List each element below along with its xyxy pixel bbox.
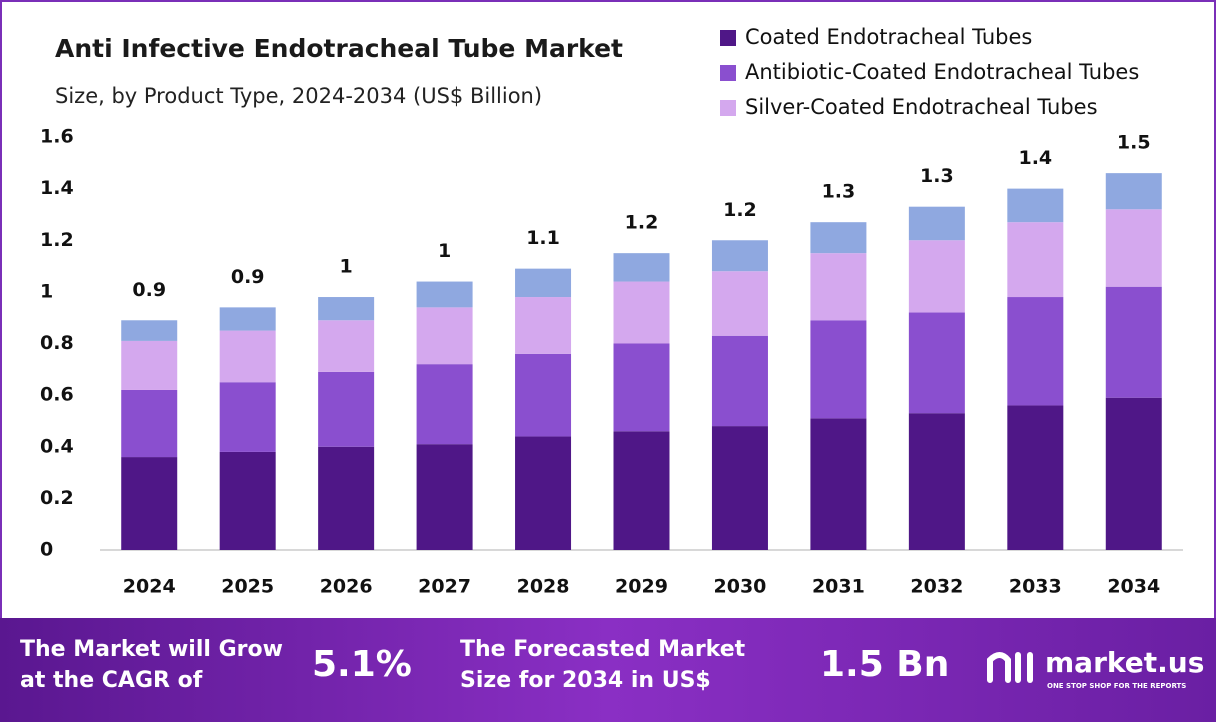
total-label: 0.9 (132, 279, 166, 301)
legend-swatch (720, 100, 736, 116)
x-tick-label: 2034 (1107, 576, 1160, 598)
x-tick-label: 2032 (910, 576, 963, 598)
bar-segment (121, 340, 178, 390)
cagr-text: at the CAGR of (20, 668, 203, 693)
x-tick-label: 2027 (418, 576, 471, 598)
bar-segment (711, 426, 768, 550)
bar-segment (810, 320, 867, 419)
legend-swatch (720, 65, 736, 81)
forecast-text: Size for 2034 in US$ (460, 668, 711, 693)
total-label: 1.3 (920, 165, 954, 187)
bar-segment (416, 364, 473, 445)
y-tick-label: 1.4 (40, 177, 74, 199)
cagr-text: The Market will Grow (20, 637, 283, 662)
footer-band (0, 618, 1216, 722)
legend-label: Silver-Coated Endotracheal Tubes (745, 95, 1098, 119)
bar-segment (711, 271, 768, 336)
brand-logo (987, 652, 1033, 683)
total-label: 1.2 (723, 199, 757, 221)
y-tick-label: 0.8 (40, 332, 74, 354)
bar-segment (908, 413, 965, 550)
cagr-value: 5.1% (312, 644, 412, 685)
brand: market.us (1045, 646, 1204, 679)
total-label: 1.3 (822, 181, 856, 203)
total-label: 1.4 (1018, 147, 1052, 169)
bar-segment (1105, 286, 1162, 398)
bar-segment (318, 371, 375, 447)
total-label: 1 (438, 240, 451, 262)
total-label: 1.1 (526, 227, 560, 249)
chart-title: Anti Infective Endotracheal Tube Market (55, 34, 623, 63)
bar-segment (810, 222, 867, 254)
bar-segment (515, 297, 572, 354)
bar-segment (613, 343, 670, 432)
legend-label: Coated Endotracheal Tubes (745, 25, 1032, 49)
total-label: 0.9 (231, 266, 265, 288)
bar-segment (908, 312, 965, 414)
bar-segment (416, 281, 473, 308)
legend-swatch (720, 30, 736, 46)
x-tick-label: 2026 (320, 576, 373, 598)
bar-segment (1105, 397, 1162, 550)
bar-segment (318, 320, 375, 372)
y-tick-label: 0 (40, 539, 53, 561)
y-tick-label: 0.6 (40, 384, 74, 406)
bar-segment (908, 206, 965, 241)
bar-segment (318, 446, 375, 550)
bar-segment (1007, 405, 1064, 550)
bar-segment (416, 444, 473, 550)
x-tick-label: 2030 (714, 576, 767, 598)
bar-segment (1007, 188, 1064, 223)
x-tick-label: 2029 (615, 576, 668, 598)
x-tick-label: 2028 (517, 576, 570, 598)
bar-segment (810, 418, 867, 550)
bar-segment (1007, 222, 1064, 298)
total-label: 1 (340, 256, 353, 278)
bar-segment (711, 335, 768, 427)
bar-segment (1105, 209, 1162, 287)
brand-tagline: ONE STOP SHOP FOR THE REPORTS (1047, 682, 1186, 690)
bar-segment (318, 297, 375, 321)
bar-segment (515, 353, 572, 437)
chart-subtitle: Size, by Product Type, 2024-2034 (US$ Bi… (55, 84, 542, 108)
forecast-text: The Forecasted Market (460, 637, 746, 662)
x-tick-label: 2025 (221, 576, 274, 598)
bar-segment (219, 330, 276, 383)
bar-segment (121, 457, 178, 550)
y-tick-label: 0.2 (40, 487, 74, 509)
bar-segment (613, 431, 670, 550)
total-label: 1.5 (1117, 132, 1151, 154)
bar-segment (219, 382, 276, 452)
forecast-value: 1.5 Bn (820, 644, 949, 685)
bar-segment (515, 268, 572, 298)
x-tick-label: 2024 (123, 576, 176, 598)
bar-segment (613, 253, 670, 282)
x-tick-label: 2031 (812, 576, 865, 598)
bar-segment (219, 307, 276, 331)
bar-segment (515, 436, 572, 550)
bar-segment (219, 451, 276, 550)
y-tick-label: 1 (40, 280, 53, 302)
bar-segment (711, 240, 768, 272)
y-tick-label: 0.4 (40, 435, 74, 457)
total-label: 1.2 (625, 212, 659, 234)
bar-segment (908, 240, 965, 313)
y-tick-label: 1.2 (40, 229, 74, 251)
bar-segment (613, 281, 670, 344)
bar-segment (810, 253, 867, 321)
bar-segment (416, 307, 473, 365)
legend-label: Antibiotic-Coated Endotracheal Tubes (745, 60, 1139, 84)
bar-segment (121, 320, 178, 341)
y-tick-label: 1.6 (40, 126, 74, 148)
bar-segment (1007, 297, 1064, 406)
bar-segment (1105, 173, 1162, 210)
bar-segment (121, 389, 178, 458)
x-tick-label: 2033 (1009, 576, 1062, 598)
